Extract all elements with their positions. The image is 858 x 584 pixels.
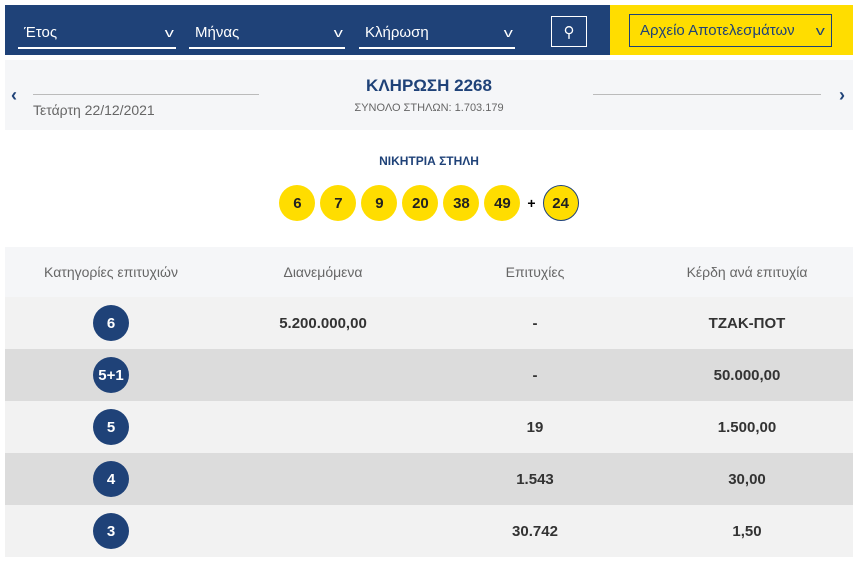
number-ball: 7 bbox=[320, 185, 357, 221]
table-row: 6 5.200.000,00 - ΤΖΑΚ-ΠΟΤ bbox=[5, 297, 853, 349]
col-header: Κατηγορίες επιτυχιών bbox=[5, 247, 217, 297]
year-label: Έτος bbox=[24, 24, 58, 41]
distributed bbox=[217, 401, 429, 453]
prize: 1.500,00 bbox=[717, 418, 777, 436]
divider bbox=[33, 94, 259, 95]
prize: 1,50 bbox=[732, 522, 762, 540]
bonus-ball: 24 bbox=[542, 185, 579, 221]
prize: 50.000,00 bbox=[713, 366, 781, 384]
search-icon: ⚲ bbox=[563, 23, 575, 41]
winners: 30.742 bbox=[512, 522, 558, 540]
prize: ΤΖΑΚ-ΠΟΤ bbox=[708, 314, 786, 332]
year-select[interactable]: Έτος v bbox=[18, 18, 176, 49]
table-row: 5+1 - 50.000,00 bbox=[5, 349, 853, 401]
chevron-down-icon: v bbox=[333, 25, 343, 40]
prev-draw-arrow-icon[interactable]: ‹ bbox=[11, 85, 17, 105]
winning-label: ΝΙΚΗΤΡΙΑ ΣΤΗΛΗ bbox=[379, 154, 479, 168]
distributed bbox=[217, 505, 429, 557]
plus-sign: + bbox=[527, 195, 536, 211]
draw-select[interactable]: Κλήρωση v bbox=[359, 18, 515, 49]
category-badge: 6 bbox=[93, 305, 129, 341]
category-badge: 5+1 bbox=[93, 357, 129, 393]
prize: 30,00 bbox=[728, 470, 766, 488]
month-select[interactable]: Μήνας v bbox=[189, 18, 345, 49]
winners: 19 bbox=[526, 418, 544, 436]
distributed bbox=[217, 453, 429, 505]
prize-table: Κατηγορίες επιτυχιών Διανεμόμενα Επιτυχί… bbox=[5, 247, 853, 557]
archive-label: Αρχείο Αποτελεσμάτων bbox=[640, 22, 795, 39]
category-badge: 5 bbox=[93, 409, 129, 445]
col-header: Επιτυχίες bbox=[429, 247, 641, 297]
next-draw-arrow-icon[interactable]: › bbox=[839, 85, 845, 105]
draw-title: ΚΛΗΡΩΣΗ 2268 bbox=[366, 76, 492, 95]
col-header: Διανεμόμενα bbox=[217, 247, 429, 297]
distributed bbox=[217, 349, 429, 401]
chevron-down-icon: v bbox=[164, 25, 174, 40]
winners: - bbox=[532, 314, 538, 332]
table-row: 3 30.742 1,50 bbox=[5, 505, 853, 557]
filter-bar: Έτος v Μήνας v Κλήρωση v ⚲ Αρχείο Αποτελεσμ… bbox=[5, 5, 853, 55]
table-row: 5 19 1.500,00 bbox=[5, 401, 853, 453]
distributed: 5.200.000,00 bbox=[279, 314, 367, 332]
draw-header: ‹ › ΚΛΗΡΩΣΗ 2268 ΣΥΝΟΛΟ ΣΤΗΛΩΝ: 1.703.17… bbox=[5, 60, 853, 130]
number-ball: 38 bbox=[443, 185, 480, 221]
archive-panel: Αρχείο Αποτελεσμάτων v bbox=[610, 5, 853, 55]
chevron-down-icon: v bbox=[815, 23, 825, 38]
number-ball: 49 bbox=[484, 185, 521, 221]
divider bbox=[593, 94, 821, 95]
category-badge: 4 bbox=[93, 461, 129, 497]
category-badge: 3 bbox=[93, 513, 129, 549]
col-header: Κέρδη ανά επιτυχία bbox=[641, 247, 853, 297]
number-ball: 6 bbox=[279, 185, 316, 221]
total-columns: ΣΥΝΟΛΟ ΣΤΗΛΩΝ: 1.703.179 bbox=[354, 102, 504, 114]
chevron-down-icon: v bbox=[503, 25, 513, 40]
archive-dropdown[interactable]: Αρχείο Αποτελεσμάτων v bbox=[629, 14, 832, 47]
winning-numbers: 6 7 9 20 38 49 + 24 bbox=[0, 185, 858, 221]
month-label: Μήνας bbox=[195, 24, 240, 41]
draw-label: Κλήρωση bbox=[365, 24, 429, 41]
search-button[interactable]: ⚲ bbox=[551, 16, 587, 47]
number-ball: 9 bbox=[361, 185, 398, 221]
filter-panel: Έτος v Μήνας v Κλήρωση v ⚲ bbox=[5, 5, 610, 55]
winners: - bbox=[532, 366, 538, 384]
number-ball: 20 bbox=[402, 185, 439, 221]
table-row: 4 1.543 30,00 bbox=[5, 453, 853, 505]
winners: 1.543 bbox=[516, 470, 554, 488]
table-header: Κατηγορίες επιτυχιών Διανεμόμενα Επιτυχί… bbox=[5, 247, 853, 297]
draw-date: Τετάρτη 22/12/2021 bbox=[33, 102, 155, 118]
